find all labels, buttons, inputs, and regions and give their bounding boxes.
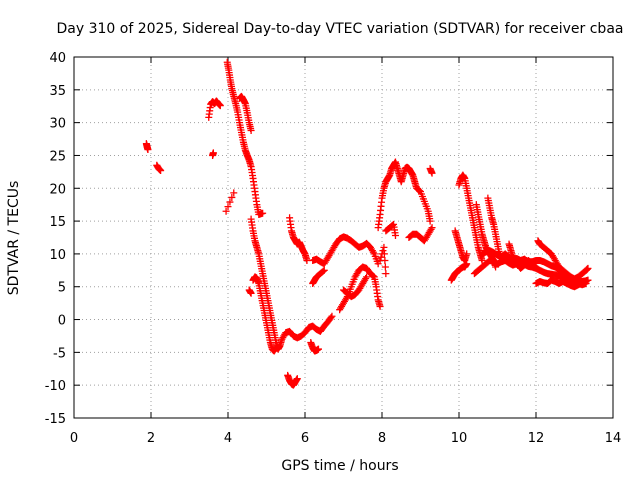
series-band-12.0-13.3h-low [532,276,590,291]
y-tick-label: 30 [49,117,66,132]
y-tick-label: 0 [58,314,66,329]
data-point [144,146,152,154]
y-axis-label: SDTVAR / TECUs [6,181,22,296]
data-point [428,169,436,177]
series-arc-6.2-6.7h-low [309,266,328,287]
x-axis-label: GPS time / hours [281,458,398,474]
series-arc-4.0-4.6h [223,58,267,219]
series-cluster-2.2h [153,161,165,175]
x-tick-label: 8 [378,431,386,446]
data-point [216,102,224,110]
x-tick-label: 14 [605,431,622,446]
series-cluster-3.6h [209,149,217,159]
data-point [209,149,217,157]
data-point [293,375,301,383]
data-point [320,266,328,274]
series-cluster-4.5-5.0h [245,286,255,297]
chart-title: Day 310 of 2025, Sidereal Day-to-day VTE… [57,21,624,37]
x-tick-label: 12 [528,431,545,446]
data-point [319,267,327,275]
data-point [369,272,377,280]
data-point [463,250,471,258]
y-tick-label: 20 [49,182,66,197]
data-point [391,232,399,240]
y-tick-label: 40 [49,51,66,66]
data-point [532,263,540,271]
series-cluster-8.1h-low [376,243,390,278]
data-point [228,193,236,201]
data-point [376,302,384,310]
series-arc-8.7-9.3h [405,224,436,245]
y-tick-label: -15 [45,412,66,427]
data-point [259,209,267,217]
y-tick-label: 35 [49,84,66,99]
data-point [314,345,322,353]
data-point [363,273,371,281]
y-tick-label: 5 [58,281,66,296]
series-cluster-3.5h [205,97,224,121]
plot-frame [73,56,614,419]
data-point [377,253,385,261]
x-tick-label: 2 [147,431,155,446]
data-point [531,262,539,270]
axis-ticks: 0 2 4 6 8 10 12 14 -15 -10 -5 0 5 10 15 20 25 30 35 40 [45,51,622,446]
series-arc-11.3-12.0h [505,240,540,272]
series-arc-7.9-8.7h [374,158,434,232]
data-point [157,167,165,175]
data-point [328,312,336,320]
data-point [369,248,377,256]
series-cluster-4.0h [222,189,238,215]
series-arc-4.3-4.6h [236,92,255,135]
data-point [380,243,388,251]
series-arc-9.9-10.5h [451,227,471,264]
data-point [427,225,435,233]
data-point [224,203,232,211]
x-tick-label: 4 [224,431,232,446]
y-tick-label: 15 [49,215,66,230]
data-point [380,250,388,258]
series-arc-5.6-6.2h [286,214,311,264]
data-point [426,217,434,225]
data-point [222,207,230,215]
y-tick-label: 25 [49,149,66,164]
data-point [247,289,255,297]
x-tick-label: 6 [301,431,309,446]
data-point [381,256,389,264]
series-arc-10.0-10.6h [455,171,486,264]
data-point [379,247,387,255]
data-point [478,256,486,264]
series-cluster-8.0h [382,220,399,240]
data-series [142,58,592,389]
data-point [381,263,389,271]
data-point [226,198,234,206]
series-arc-7.0-7.6h [340,273,371,301]
data-point [230,189,238,197]
data-point [327,314,335,322]
data-point [382,270,390,278]
data-point [582,277,590,285]
series-cluster-9.3h [426,165,436,177]
y-tick-label: -5 [53,346,66,361]
series-arc-9.8-10.2h [447,260,471,284]
y-tick-label: 10 [49,248,66,263]
y-tick-label: -10 [45,379,66,394]
series-arc-6.9-7.9h [336,263,384,314]
x-tick-label: 0 [70,431,78,446]
data-point [362,275,370,283]
series-cluster-6.2h [307,339,322,355]
series-arc-4.6-5.3h [249,273,280,355]
x-tick-label: 10 [451,431,468,446]
data-point [584,264,592,272]
series-cluster-5.7h [284,371,301,389]
series-arc-4.6-5.8h [247,215,336,353]
data-point [272,344,280,352]
data-point [247,127,255,135]
series-arc-6.2-7.6h [309,233,382,268]
data-point [428,224,436,232]
series-cluster-1.9h [142,140,152,154]
